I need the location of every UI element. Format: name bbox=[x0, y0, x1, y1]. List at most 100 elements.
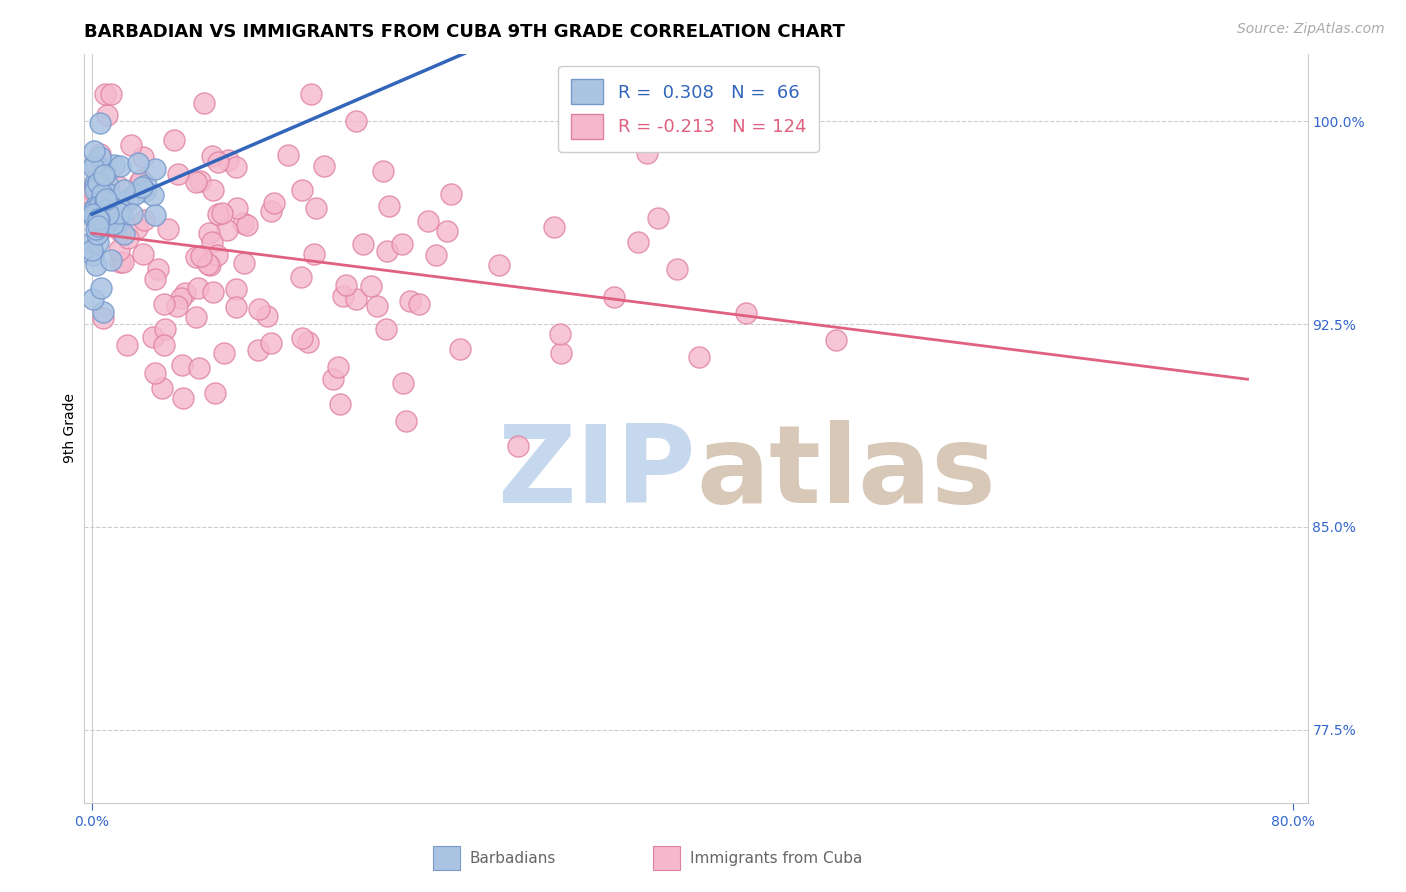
Point bbox=[94, 200, 117, 214]
Point bbox=[131, 180, 153, 194]
Point bbox=[395, 414, 418, 428]
Point bbox=[87, 213, 110, 227]
Point bbox=[84, 210, 107, 224]
Point bbox=[207, 207, 229, 221]
Point bbox=[550, 346, 572, 360]
Point bbox=[112, 227, 135, 241]
Point bbox=[82, 189, 104, 203]
Point bbox=[111, 206, 134, 220]
Point bbox=[506, 439, 529, 453]
Point bbox=[378, 199, 401, 213]
Text: Source: ZipAtlas.com: Source: ZipAtlas.com bbox=[1237, 22, 1385, 37]
Point bbox=[212, 346, 235, 360]
Point bbox=[233, 256, 256, 270]
Point bbox=[89, 116, 111, 130]
Point bbox=[108, 159, 131, 173]
Point bbox=[87, 213, 110, 227]
Point bbox=[97, 209, 120, 223]
Point bbox=[299, 87, 322, 101]
Point bbox=[87, 219, 110, 233]
Point bbox=[108, 255, 131, 269]
Point bbox=[153, 338, 176, 352]
Point bbox=[108, 180, 131, 194]
Point bbox=[86, 227, 108, 241]
Point bbox=[352, 237, 374, 252]
Point bbox=[247, 301, 270, 316]
Point bbox=[132, 247, 155, 261]
Point bbox=[188, 361, 211, 376]
Point bbox=[143, 161, 166, 176]
Point bbox=[97, 188, 120, 202]
Point bbox=[83, 202, 105, 217]
Text: Immigrants from Cuba: Immigrants from Cuba bbox=[690, 851, 862, 866]
Point bbox=[91, 220, 114, 235]
Point bbox=[96, 178, 118, 193]
Point bbox=[391, 236, 413, 251]
Point bbox=[134, 184, 156, 198]
Point bbox=[184, 251, 207, 265]
Point bbox=[488, 258, 510, 272]
Point bbox=[91, 305, 114, 319]
Text: Barbadians: Barbadians bbox=[470, 851, 555, 866]
Point bbox=[170, 291, 193, 305]
Point bbox=[322, 372, 344, 386]
Point bbox=[155, 322, 177, 336]
Point bbox=[93, 168, 115, 182]
Point bbox=[166, 299, 188, 313]
Point bbox=[143, 208, 166, 222]
Point bbox=[344, 292, 367, 306]
Point bbox=[436, 224, 458, 238]
Point bbox=[391, 376, 413, 390]
Point bbox=[665, 261, 688, 276]
Point bbox=[121, 207, 143, 221]
Point bbox=[603, 290, 626, 304]
Point bbox=[225, 160, 247, 174]
Point bbox=[202, 183, 225, 197]
Point bbox=[100, 87, 122, 101]
Point bbox=[186, 175, 208, 189]
Point bbox=[328, 360, 350, 375]
Point bbox=[207, 154, 229, 169]
Point bbox=[157, 222, 180, 236]
Text: BARBADIAN VS IMMIGRANTS FROM CUBA 9TH GRADE CORRELATION CHART: BARBADIAN VS IMMIGRANTS FROM CUBA 9TH GR… bbox=[84, 23, 845, 41]
Point bbox=[449, 342, 471, 356]
Point bbox=[236, 218, 259, 232]
Point bbox=[548, 327, 571, 342]
Point bbox=[82, 235, 104, 249]
Point bbox=[734, 306, 756, 320]
Legend: R =  0.308   N =  66, R = -0.213   N = 124: R = 0.308 N = 66, R = -0.213 N = 124 bbox=[558, 66, 818, 152]
Point bbox=[94, 202, 117, 217]
Point bbox=[84, 162, 107, 177]
Point bbox=[84, 178, 107, 193]
Point bbox=[83, 144, 105, 158]
Point bbox=[117, 230, 139, 244]
Point bbox=[211, 206, 233, 220]
Point bbox=[198, 259, 221, 273]
Point bbox=[82, 206, 104, 220]
Point bbox=[398, 294, 420, 309]
Point bbox=[375, 244, 398, 259]
Point bbox=[314, 160, 336, 174]
Point bbox=[84, 175, 107, 189]
Point bbox=[291, 183, 314, 197]
Point bbox=[96, 108, 118, 122]
Point bbox=[374, 322, 396, 336]
Point bbox=[84, 222, 107, 236]
Point bbox=[94, 87, 117, 101]
Point bbox=[543, 219, 565, 234]
Point bbox=[82, 160, 104, 174]
Point bbox=[134, 213, 156, 227]
Point bbox=[87, 212, 110, 227]
Point bbox=[125, 220, 148, 235]
Point bbox=[202, 285, 225, 299]
Point bbox=[111, 255, 134, 269]
Point bbox=[329, 397, 352, 411]
Point bbox=[148, 261, 170, 276]
Point bbox=[87, 176, 110, 190]
Point bbox=[84, 206, 107, 220]
Point bbox=[120, 138, 142, 153]
Point bbox=[115, 337, 138, 351]
Point bbox=[97, 186, 120, 201]
Point bbox=[82, 184, 104, 198]
Point bbox=[142, 187, 165, 202]
